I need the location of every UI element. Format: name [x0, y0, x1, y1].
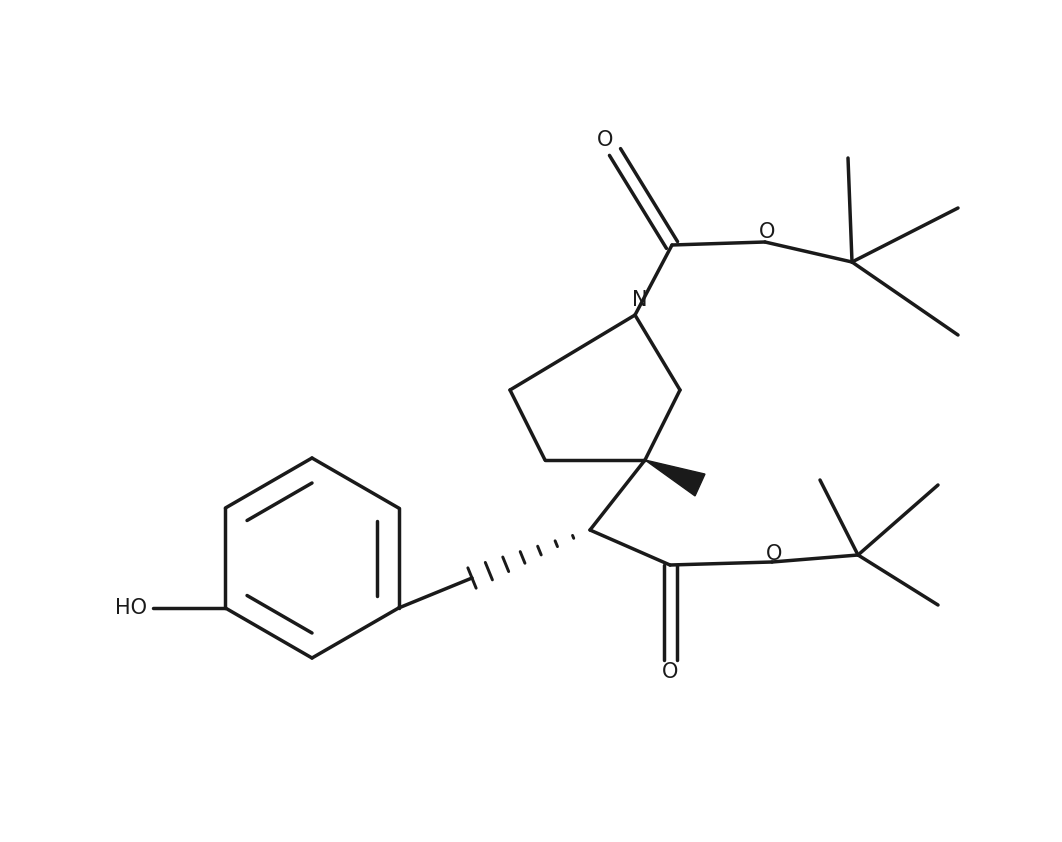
Text: O: O — [597, 130, 613, 150]
Text: N: N — [632, 290, 648, 310]
Text: O: O — [759, 222, 775, 242]
Text: O: O — [766, 544, 783, 564]
Text: HO: HO — [116, 598, 148, 618]
Polygon shape — [645, 460, 705, 496]
Text: O: O — [662, 662, 679, 682]
